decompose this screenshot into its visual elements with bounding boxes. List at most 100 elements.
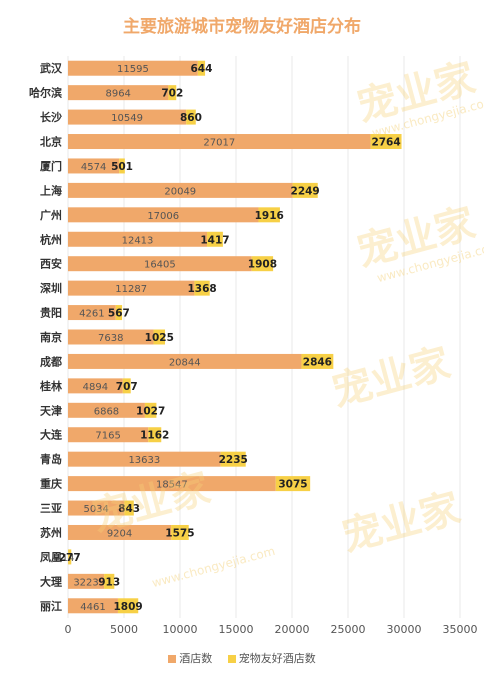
category-label: 北京 xyxy=(40,135,62,149)
data-label-hotels: 8964 xyxy=(105,89,130,100)
data-label-hotels: 5034 xyxy=(83,504,108,515)
bar-pet-friendly xyxy=(370,134,402,150)
bar-pet-friendly xyxy=(207,231,223,247)
bar-pet-friendly xyxy=(220,451,246,467)
category-label: 重庆 xyxy=(40,477,62,491)
category-label: 厦门 xyxy=(40,159,62,173)
bar-hotels xyxy=(68,305,116,321)
category-label: 成都 xyxy=(40,354,62,368)
bar-hotels xyxy=(68,231,208,247)
bar-hotels xyxy=(68,378,123,394)
data-label-hotels: 13633 xyxy=(128,455,160,466)
bar-pet-friendly xyxy=(258,207,280,223)
bar-hotels xyxy=(68,476,276,492)
category-label: 贵阳 xyxy=(40,306,62,320)
category-label: 三亚 xyxy=(40,502,62,515)
bar-hotels xyxy=(68,109,187,125)
data-label-pet-friendly: 277 xyxy=(59,552,81,564)
data-label-hotels: 4574 xyxy=(81,162,106,173)
data-label-pet-friendly: 567 xyxy=(108,308,130,320)
data-label-pet-friendly: 1417 xyxy=(200,234,229,246)
data-label-pet-friendly: 1162 xyxy=(140,430,169,442)
category-label: 南京 xyxy=(40,330,62,344)
data-label-pet-friendly: 843 xyxy=(118,503,140,515)
legend-swatch xyxy=(168,655,177,663)
category-label: 苏州 xyxy=(40,525,62,539)
data-label-pet-friendly: 1027 xyxy=(136,405,165,417)
data-label-pet-friendly: 702 xyxy=(161,88,183,100)
data-label-hotels: 4461 xyxy=(80,602,105,613)
category-label: 长沙 xyxy=(40,110,62,124)
data-label-hotels: 3223 xyxy=(73,577,98,588)
bar-hotels xyxy=(68,182,293,198)
data-label-hotels: 7165 xyxy=(95,431,120,442)
category-label: 丽江 xyxy=(40,599,62,613)
bar-pet-friendly xyxy=(119,158,125,174)
data-label-hotels: 16405 xyxy=(144,260,176,271)
data-label-pet-friendly: 1916 xyxy=(255,210,284,222)
category-label: 深圳 xyxy=(40,281,62,295)
category-label: 青岛 xyxy=(40,452,62,466)
bar-hotels xyxy=(68,280,195,296)
category-label: 哈尔滨 xyxy=(29,86,62,100)
category-label: 大理 xyxy=(40,574,62,588)
category-label: 杭州 xyxy=(40,232,62,246)
category-label: 上海 xyxy=(40,183,62,197)
bar-pet-friendly xyxy=(124,500,134,516)
data-label-pet-friendly: 1368 xyxy=(187,283,216,295)
data-label-pet-friendly: 1575 xyxy=(165,527,194,539)
x-tick-label: 25000 xyxy=(331,623,366,636)
bar-pet-friendly xyxy=(292,182,318,198)
data-label-hotels: 12413 xyxy=(122,235,154,246)
bar-hotels xyxy=(68,256,252,272)
bar-hotels xyxy=(68,500,125,516)
category-label: 武汉 xyxy=(40,61,63,75)
bar-pet-friendly xyxy=(186,109,196,125)
bar-hotels xyxy=(68,85,169,101)
data-label-pet-friendly: 707 xyxy=(116,381,138,393)
bar-pet-friendly xyxy=(275,476,311,492)
data-label-pet-friendly: 2846 xyxy=(303,356,332,368)
bar-hotels xyxy=(68,353,302,369)
bar-pet-friendly xyxy=(171,524,189,540)
data-label-pet-friendly: 1908 xyxy=(248,259,277,271)
chart-legend: 酒店数 宠物友好酒店数 xyxy=(0,650,484,666)
data-label-hotels: 20049 xyxy=(164,186,196,197)
x-tick-label: 35000 xyxy=(443,623,478,636)
data-label-hotels: 9204 xyxy=(107,528,132,539)
bar-hotels xyxy=(68,451,221,467)
legend-swatch xyxy=(227,655,236,663)
bar-hotels xyxy=(68,207,259,223)
data-label-hotels: 6868 xyxy=(94,406,119,417)
data-label-pet-friendly: 1809 xyxy=(113,601,142,613)
legend-item: 酒店数 xyxy=(168,650,212,666)
data-label-hotels: 11287 xyxy=(115,284,147,295)
data-label-pet-friendly: 913 xyxy=(98,576,120,588)
category-label: 广州 xyxy=(40,208,62,222)
data-label-pet-friendly: 1025 xyxy=(145,332,174,344)
data-label-pet-friendly: 2235 xyxy=(219,454,248,466)
x-tick-label: 0 xyxy=(65,623,72,636)
x-tick-label: 30000 xyxy=(387,623,422,636)
bar-pet-friendly xyxy=(68,549,72,565)
data-label-hotels: 27017 xyxy=(203,138,235,149)
bar-pet-friendly xyxy=(168,85,177,101)
category-label: 天津 xyxy=(40,403,62,417)
bar-hotels xyxy=(68,134,371,150)
bar-pet-friendly xyxy=(104,573,115,589)
data-label-hotels: 10549 xyxy=(111,113,143,124)
data-label-hotels: 20844 xyxy=(169,357,201,368)
bar-hotels xyxy=(68,158,120,174)
data-label-hotels: 18547 xyxy=(156,480,188,491)
x-tick-label: 15000 xyxy=(219,623,254,636)
bar-hotels xyxy=(68,402,145,418)
bar-hotels xyxy=(68,524,172,540)
bar-hotels xyxy=(68,573,105,589)
chart-title: 主要旅游城市宠物友好酒店分布 xyxy=(123,17,361,37)
bar-pet-friendly xyxy=(122,378,131,394)
bar-hotels xyxy=(68,329,154,345)
data-label-hotels: 17006 xyxy=(147,211,179,222)
category-label: 桂林 xyxy=(39,379,62,393)
bar-hotels xyxy=(68,60,198,76)
